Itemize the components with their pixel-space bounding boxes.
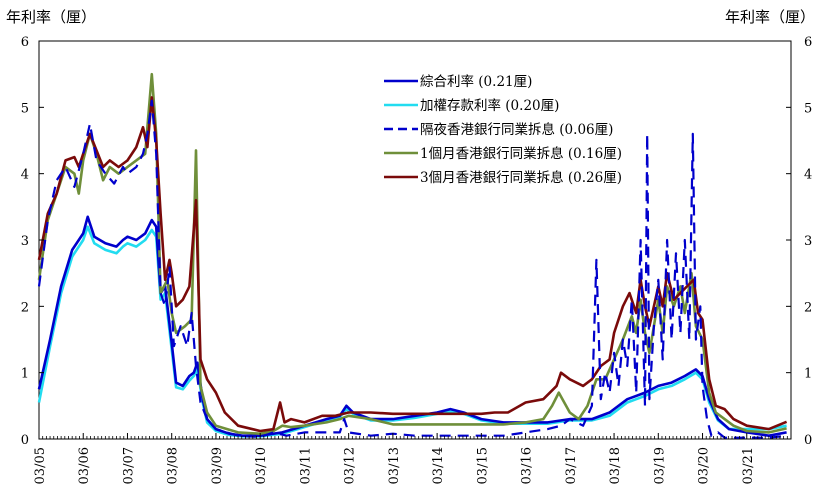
x-tick-label: 03/06 [77, 447, 92, 484]
y-tick-label-right: 4 [804, 168, 812, 183]
legend-label: 1個月香港銀行同業拆息 (0.16厘) [420, 145, 622, 162]
y-tick-label-right: 5 [804, 101, 812, 116]
legend-label: 加權存款利率 (0.20厘) [420, 97, 559, 114]
y-tick-label-left: 3 [21, 234, 29, 249]
x-tick-label: 03/12 [343, 447, 358, 484]
series-line [37, 99, 787, 439]
axis-layer: 0 0 1 1 2 2 3 3 4 4 5 5 6 6 03/05 03/06 03/07 03/08 03/09 0… [21, 35, 813, 484]
x-tick-label: 03/05 [33, 447, 48, 484]
x-tick-label: 03/18 [608, 447, 623, 484]
x-tick-label: 03/16 [520, 447, 535, 484]
x-tick-label: 03/20 [697, 447, 712, 484]
series-line [37, 215, 787, 437]
left-axis-unit-label: 年利率（厘） [6, 8, 97, 26]
y-tick-label-right: 2 [804, 300, 812, 315]
y-tick-label-right: 1 [804, 367, 812, 382]
y-tick-label-right: 6 [804, 35, 812, 50]
y-tick-label-left: 0 [21, 433, 29, 448]
x-tick-label: 03/17 [564, 447, 579, 484]
legend-label: 3個月香港銀行同業拆息 (0.26厘) [420, 169, 622, 186]
legend-label: 隔夜香港銀行同業拆息 (0.06厘) [420, 121, 613, 138]
x-tick-label: 03/15 [475, 447, 490, 484]
x-tick-label: 03/11 [298, 447, 313, 484]
y-tick-label-left: 5 [21, 101, 29, 116]
x-tick-label: 03/14 [431, 447, 446, 484]
x-tick-label: 03/08 [166, 447, 181, 484]
x-tick-label: 03/10 [254, 447, 269, 484]
y-tick-label-right: 3 [804, 234, 812, 249]
y-tick-label-left: 2 [21, 300, 29, 315]
y-tick-label-left: 1 [21, 367, 29, 382]
right-axis-unit-label: 年利率（厘） [724, 8, 815, 26]
x-tick-label: 03/19 [652, 447, 667, 484]
legend: 綜合利率 (0.21厘) 加權存款利率 (0.20厘) 隔夜香港銀行同業拆息 (0.… [384, 73, 622, 186]
x-tick-label: 03/13 [387, 447, 402, 484]
series-line [37, 225, 787, 438]
x-tick-label: 03/21 [741, 447, 756, 484]
y-tick-label-left: 6 [21, 35, 29, 50]
legend-label: 綜合利率 (0.21厘) [420, 73, 532, 90]
y-tick-label-left: 4 [21, 168, 29, 183]
x-tick-label: 03/07 [121, 447, 136, 484]
series-layer [37, 72, 788, 439]
series-line [37, 96, 788, 433]
y-tick-label-right: 0 [804, 433, 812, 448]
x-tick-label: 03/09 [210, 447, 225, 484]
